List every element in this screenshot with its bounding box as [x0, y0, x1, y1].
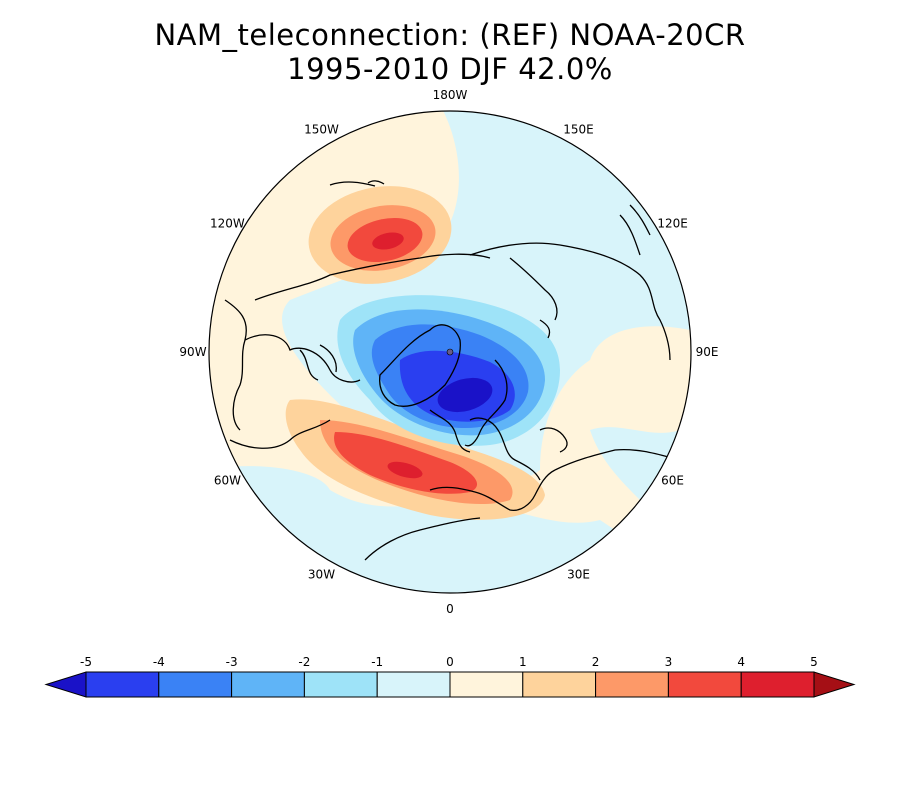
colorbar-bin-3 — [303, 671, 378, 698]
colorbar-bin-9 — [740, 671, 815, 698]
colorbar-bin-7 — [595, 671, 669, 698]
colorbar-bin-6 — [522, 671, 597, 698]
lon-label-60e: 60E — [661, 474, 684, 488]
lon-label-0: 0 — [446, 602, 454, 616]
map-boundary — [208, 110, 692, 594]
colorbar-under-arrow — [44, 671, 87, 698]
lon-label-180w: 180W — [433, 88, 468, 102]
colorbar-bin-0 — [85, 671, 160, 698]
colorbar-over-arrow — [813, 671, 856, 698]
colorbar-tick-label: 0 — [446, 655, 454, 669]
colorbar-bin-4 — [376, 671, 451, 698]
coastlines — [224, 180, 681, 561]
lon-label-30e: 30E — [567, 568, 590, 582]
lon-label-90w: 90W — [179, 345, 206, 359]
map-title-line1: NAM_teleconnection: (REF) NOAA-20CR — [154, 18, 746, 52]
colorbar-tick-label: 2 — [592, 655, 600, 669]
map-title-line2: 1995-2010 DJF 42.0% — [287, 52, 613, 86]
colorbar-tick-label: 3 — [665, 655, 673, 669]
lon-label-30w: 30W — [308, 568, 335, 582]
longitude-labels: 180W 150E 120E 90E 60E 30E 0 30W 60W 90W 120W 150W — [179, 88, 718, 616]
lon-label-120w: 120W — [210, 217, 245, 231]
lon-label-150e: 150E — [563, 122, 594, 136]
lon-label-150w: 150W — [304, 122, 339, 136]
colorbar-tick-label: -3 — [226, 655, 238, 669]
lon-label-90e: 90E — [696, 345, 719, 359]
colorbar-tick-label: -2 — [298, 655, 310, 669]
colorbar-tick-label: -4 — [153, 655, 165, 669]
colorbar-bin-8 — [667, 671, 742, 698]
colorbar: -5 -4 -3 -2 -1 0 1 2 3 4 5 — [44, 655, 856, 698]
lon-label-120e: 120E — [657, 217, 688, 231]
colorbar-tick-label: -5 — [80, 655, 92, 669]
colorbar-tick-label: -1 — [371, 655, 383, 669]
lon-label-60w: 60W — [214, 474, 241, 488]
colorbar-bin-2 — [231, 671, 305, 698]
colorbar-tick-label: 1 — [519, 655, 527, 669]
colorbar-bin-5 — [449, 671, 524, 698]
colorbar-bin-1 — [158, 671, 233, 698]
colorbar-tick-label: 5 — [810, 655, 818, 669]
colorbar-tick-label: 4 — [737, 655, 745, 669]
contour-field — [209, 111, 691, 593]
